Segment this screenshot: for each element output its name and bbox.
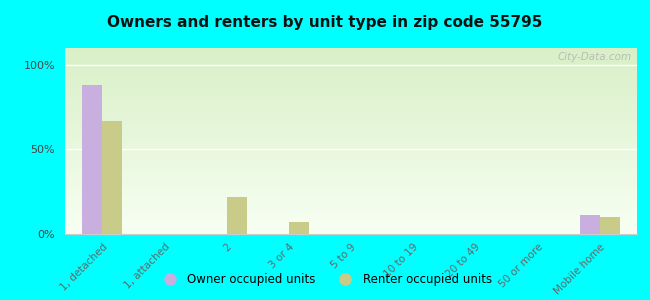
Bar xyxy=(580,215,600,234)
Bar xyxy=(289,222,309,234)
Bar xyxy=(83,85,102,234)
Text: Owners and renters by unit type in zip code 55795: Owners and renters by unit type in zip c… xyxy=(107,15,543,30)
Bar xyxy=(600,217,619,234)
Text: City-Data.com: City-Data.com xyxy=(557,52,631,62)
Bar xyxy=(102,121,122,234)
Bar xyxy=(227,197,246,234)
Legend: Owner occupied units, Renter occupied units: Owner occupied units, Renter occupied un… xyxy=(153,269,497,291)
